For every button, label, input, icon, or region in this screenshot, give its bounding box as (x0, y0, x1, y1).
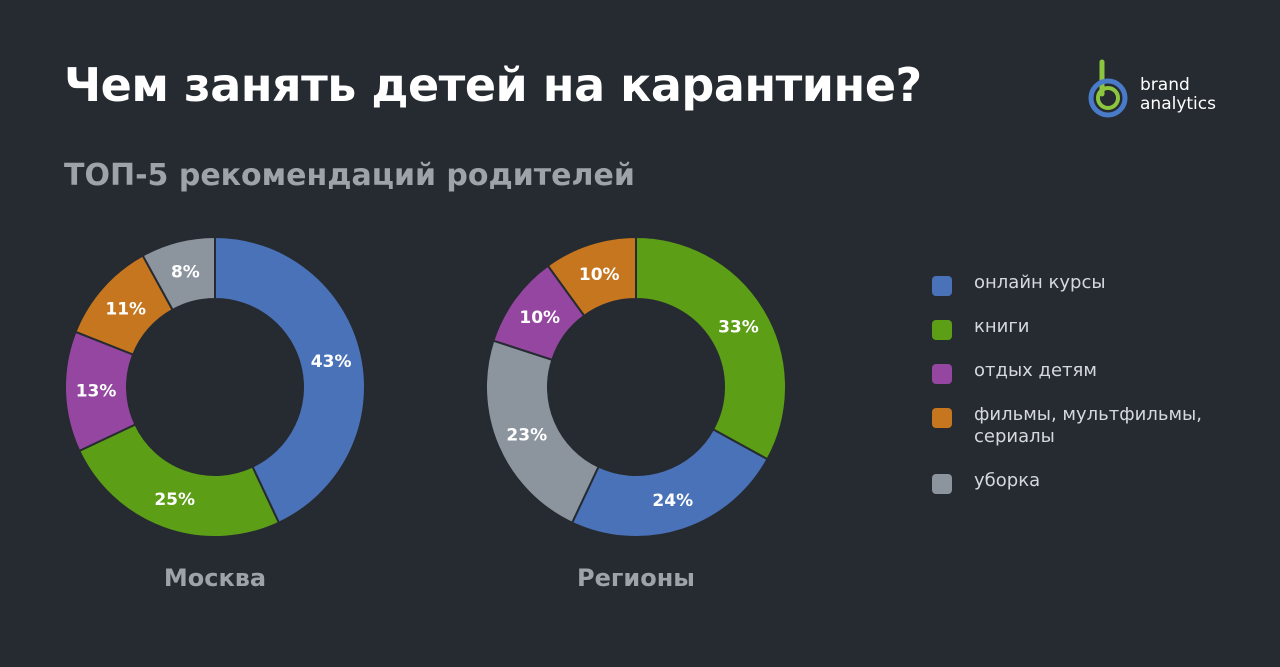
brand-analytics-logo: brand analytics (1084, 58, 1244, 120)
legend-label: книги (974, 316, 1030, 337)
slice-label: 10% (579, 265, 620, 285)
page-subtitle: ТОП-5 рекомендаций родителей (64, 158, 635, 193)
slice-label: 8% (171, 263, 200, 283)
legend-item: отдых детям (932, 360, 1262, 384)
donut-slice (635, 235, 787, 461)
donut-slice (214, 235, 366, 525)
slice-label: 10% (519, 308, 560, 328)
legend-label: отдых детям (974, 360, 1097, 381)
legend-item: онлайн курсы (932, 272, 1262, 296)
slice-label: 25% (154, 490, 195, 510)
legend-swatch (932, 276, 952, 296)
legend-label: фильмы, мультфильмы, сериалы (974, 404, 1202, 447)
legend-item: книги (932, 316, 1262, 340)
slice-label: 24% (652, 491, 693, 511)
slice-label: 33% (718, 317, 759, 337)
legend-swatch (932, 364, 952, 384)
donut-chart-regions: 33% 24% 23% 10% 10% Регионы (485, 235, 787, 592)
slice-label: 13% (76, 382, 117, 402)
donut-slice (141, 235, 216, 312)
legend-swatch (932, 320, 952, 340)
legend-label: онлайн курсы (974, 272, 1106, 293)
donut-slice (485, 339, 600, 525)
logo-text: brand analytics (1140, 76, 1216, 114)
legend-swatch (932, 408, 952, 428)
slice-label: 43% (311, 352, 352, 372)
logo-line-2: analytics (1140, 94, 1216, 114)
legend-item: фильмы, мультфильмы, сериалы (932, 404, 1262, 448)
logo-line-1: brand (1140, 75, 1190, 95)
chart-legend: онлайн курсы книги отдых детям фильмы, муль… (932, 272, 1262, 514)
chart-caption: Москва (164, 564, 266, 592)
chart-caption: Регионы (577, 564, 695, 592)
slice-label: 23% (506, 425, 547, 445)
donut-slice (77, 423, 281, 538)
legend-swatch (932, 474, 952, 494)
slice-label: 11% (105, 299, 146, 319)
legend-item: уборка (932, 470, 1262, 494)
donut-slice (546, 235, 637, 318)
donut-chart-moscow: 43% 25% 13% 11% 8% Москва (64, 235, 366, 592)
donut-slice (570, 428, 769, 538)
logo-mark-icon (1088, 59, 1128, 118)
page-title: Чем занять детей на карантине? (64, 58, 922, 112)
legend-label: уборка (974, 470, 1041, 491)
